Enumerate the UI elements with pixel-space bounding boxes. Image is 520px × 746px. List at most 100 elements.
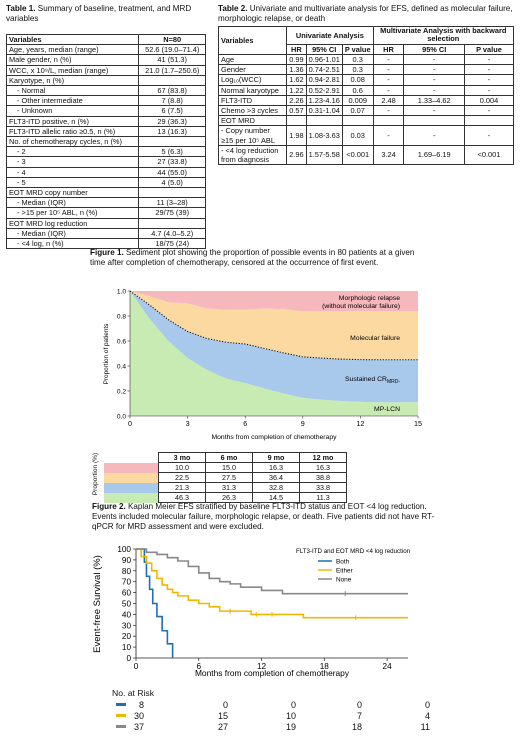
- table1-row-label: Karyotype, n (%): [5, 74, 140, 87]
- table2-body: Age 0.99 0.96-1.01 0.3- - - Gender 1.36 0.74-2.5…: [217, 54, 515, 166]
- table2-row: Chemo >3 cycles 0.57 0.31-1.04 0.07- - -: [217, 105, 515, 117]
- proportion-swatch: [104, 492, 159, 503]
- table1-row-label: - >15 per 10⁵ ABL, n (%): [5, 207, 140, 219]
- label-mp-lcn: MP-LCN: [374, 406, 400, 413]
- at-risk-row: 30 15 10 7 4: [116, 711, 436, 722]
- proportion-cell: 36.4: [252, 472, 300, 483]
- table2-cell: -: [372, 54, 405, 66]
- figure1-caption: Figure 1. Sediment plot showing the prop…: [90, 248, 430, 268]
- table2-row-label: Normal karyotype: [217, 84, 288, 96]
- at-risk-value: 11: [420, 722, 430, 732]
- table2-row-label: Chemo >3 cycles: [217, 105, 288, 117]
- table1-row: - Other intermediate 7 (8.8): [5, 95, 206, 107]
- table2-cell: 0.004: [463, 94, 515, 107]
- table2-cell: -: [463, 64, 515, 76]
- y-tick-label: 0.2: [117, 388, 126, 395]
- table2-cell: -: [403, 84, 465, 96]
- table2-cell: 1.62: [286, 74, 307, 86]
- table1-row-value: 52.6 (19.0–71.4): [138, 44, 206, 56]
- table2-cell: [286, 115, 307, 127]
- table1-row: - 3 27 (33.8): [5, 156, 206, 168]
- label-sustained-main: Sustained CR: [345, 376, 387, 383]
- at-risk-table: 8 0 0 0 0 30 15 10 7 4 37 27 19 18 11: [116, 700, 436, 733]
- table2-cell: 0.08: [341, 74, 374, 86]
- table1-row-value: 5 (6.3): [138, 146, 206, 158]
- proportion-cell: 14.5: [252, 492, 300, 503]
- x-tick-label: 15: [414, 419, 422, 428]
- table1-row-value: 67 (83.8): [138, 85, 206, 97]
- table2-cell: 3.24: [372, 144, 405, 166]
- table2-cell: 2.96: [286, 144, 307, 166]
- km-x-tick-label: 0: [134, 662, 139, 671]
- table2-row-label: Log₁₀(WCC): [217, 74, 288, 86]
- km-x-tick-label: 6: [196, 662, 201, 671]
- proportion-table-body: 10.0 15.0 16.3 16.3 22.5 27.5 36.4 38.8 21.3 31.3…: [104, 462, 347, 503]
- legend-label-none: None: [336, 577, 352, 584]
- table2-cell: 0.94-2.81: [305, 74, 343, 86]
- table2-cell: [463, 115, 515, 127]
- proportion-cell: 16.3: [299, 462, 347, 473]
- label-sustained-cr: Sustained CRMRD-: [345, 376, 400, 385]
- proportion-swatch: [104, 462, 159, 473]
- table1-caption-label: Table 1.: [6, 4, 36, 13]
- table2-header-multivariate: Multivariate Analysis with backward sele…: [372, 26, 515, 45]
- table2: Variables Univariate Analysis Multivaria…: [217, 25, 515, 166]
- table2-row: Normal karyotype 1.22 0.52-2.91 0.6- - -: [217, 84, 515, 96]
- table2-row: - Copy number ≥15 per 10⁵ ABL 1.98 1.08-3.…: [217, 125, 515, 146]
- table1-row: No. of chemotherapy cycles, n (%): [5, 136, 206, 148]
- sediment-y-axis-label: Proportion of patients: [103, 324, 110, 385]
- y-tick-label: 0.4: [117, 363, 126, 370]
- table2-sub-p: P value: [341, 43, 374, 56]
- at-risk-swatch: [116, 703, 126, 706]
- table2-cell: [372, 115, 405, 127]
- at-risk-value: 7: [356, 711, 362, 721]
- table2-cell: 0.009: [341, 94, 374, 107]
- table2-cell: 0.6: [341, 84, 374, 96]
- table2-cell: 1.57-5.58: [305, 144, 343, 166]
- at-risk-swatch: [116, 725, 126, 728]
- sediment-area-3: [130, 291, 418, 312]
- label-sustained-subscript: MRD-: [387, 379, 400, 385]
- table1-row-label: - Median (IQR): [5, 227, 140, 240]
- proportion-table-corner: [104, 453, 159, 463]
- table1-body: Age, years, median (range) 52.6 (19.0–71.…: [5, 44, 206, 250]
- table2-cell: -: [403, 64, 465, 76]
- table2-cell: 1.36: [286, 64, 307, 76]
- table1-row-label: - 4: [5, 166, 140, 178]
- table2-cell: 0.3: [341, 64, 374, 76]
- table1-row: - Median (IQR) 11 (3–28): [5, 197, 206, 209]
- label-morphologic-relapse: Morphologic relapse (without molecular fa…: [322, 295, 400, 310]
- at-risk-value: 37: [133, 722, 144, 732]
- table1-row-value: 6 (7.5): [138, 105, 206, 117]
- table2-cell: 1.98: [286, 125, 307, 146]
- table2-cell: <0.001: [463, 144, 515, 166]
- table1-row-label: - Other intermediate: [5, 95, 140, 107]
- km-x-tick-label: 24: [383, 662, 393, 671]
- table2-cell: 0.03: [341, 125, 374, 146]
- km-y-tick-label: 60: [122, 589, 132, 598]
- table2-cell: <0.001: [341, 144, 374, 166]
- table2-row: Age 0.99 0.96-1.01 0.3- - -: [217, 54, 515, 66]
- table2-cell: -: [463, 84, 515, 96]
- table2-row-label: FLT3-ITD: [217, 94, 288, 107]
- proportion-cell: 16.3: [252, 462, 300, 473]
- table2-cell: 1.33–4.62: [403, 94, 465, 107]
- table1-row: EOT MRD log reduction: [5, 217, 206, 229]
- figure1-caption-label: Figure 1.: [90, 248, 124, 257]
- figure1-caption-text: Sediment plot showing the proportion of …: [90, 248, 415, 267]
- table1-row-value: 13 (16.3): [138, 125, 206, 138]
- table2-cell: -: [463, 74, 515, 86]
- table1-row-label: - 3: [5, 156, 140, 168]
- table2-sub-hr: HR: [286, 43, 307, 56]
- table2-cell: 0.74-2.51: [305, 64, 343, 76]
- proportion-axis-label-wrap: Proportion (%): [92, 450, 102, 498]
- table2-cell: 1.69–6.19: [403, 144, 465, 166]
- table2-cell: 1.08-3.63: [305, 125, 343, 146]
- proportion-col-6mo: 6 mo: [205, 452, 253, 463]
- proportion-row: 22.5 27.5 36.4 38.8: [104, 472, 347, 483]
- table1-row-value: 29/75 (39): [138, 207, 206, 219]
- table2-row-label: - Copy number ≥15 per 10⁵ ABL: [217, 125, 288, 146]
- proportion-cell: 46.3: [158, 492, 206, 503]
- km-curve-none: [136, 548, 408, 595]
